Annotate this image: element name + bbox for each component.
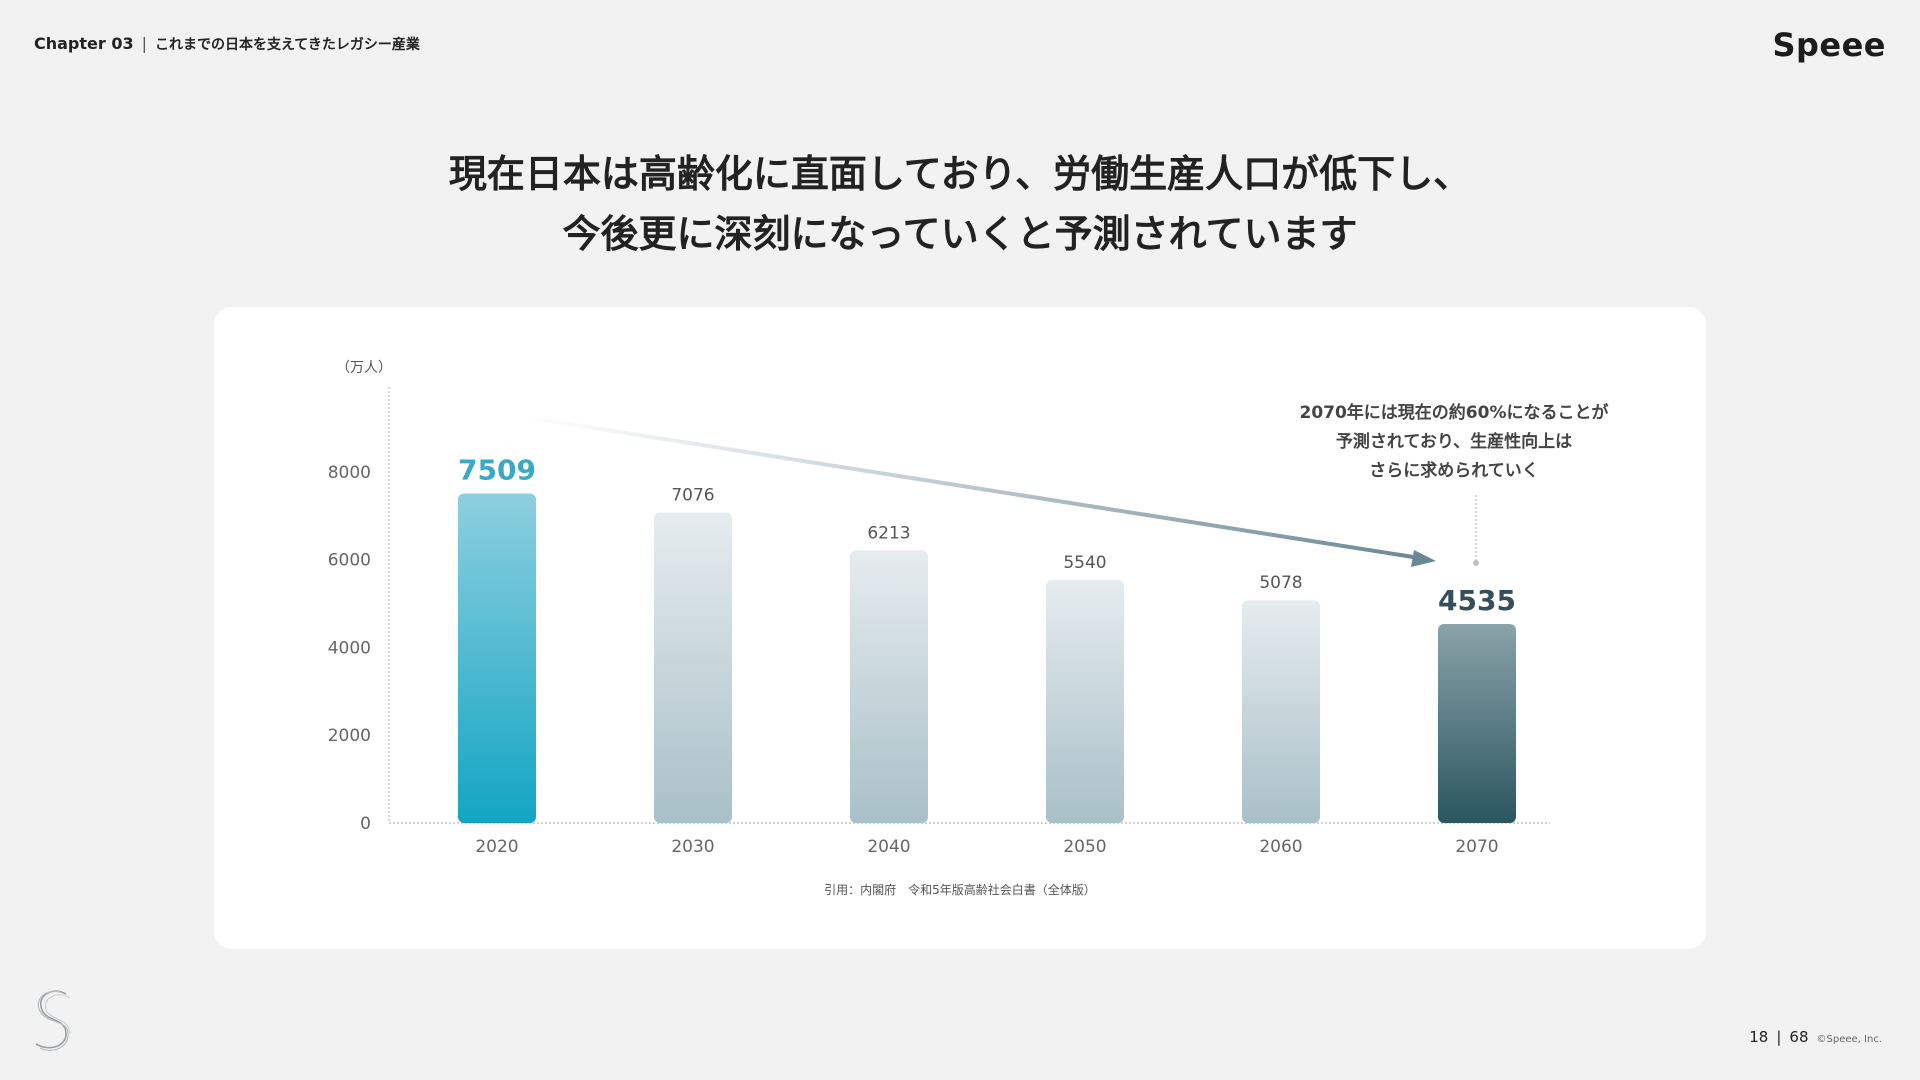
x-tick-label-2070: 2070	[1455, 837, 1498, 857]
x-tick-label-2040: 2040	[867, 837, 910, 857]
bar-2040	[850, 550, 928, 823]
x-tick-label-2030: 2030	[671, 837, 714, 857]
bar-2060	[1242, 600, 1320, 823]
speee-s-logo-icon	[35, 990, 71, 1051]
page-title-line-2: 今後更に深刻になっていくと予測されています	[562, 212, 1358, 256]
annotation-line-1: 2070年には現在の約60%になることが	[1299, 403, 1609, 423]
chapter-label: Chapter 03	[34, 34, 134, 53]
copyright: ©Speee, Inc.	[1816, 1034, 1882, 1045]
value-label-2030: 7076	[671, 486, 714, 506]
bar-2050	[1046, 579, 1124, 823]
annotation-leader-dot	[1473, 560, 1479, 566]
x-tick-label-2060: 2060	[1259, 837, 1302, 857]
bar-2070	[1438, 624, 1516, 823]
bar-2020	[458, 493, 536, 823]
arrow-shaft	[523, 415, 1427, 561]
value-label-2070: 4535	[1438, 584, 1516, 617]
source-citation: 引用：内閣府 令和5年版高齢社会白書（全体版）	[824, 883, 1096, 897]
x-tick-label-2020: 2020	[475, 837, 518, 857]
value-label-2020: 7509	[458, 454, 536, 487]
page-total: 68	[1789, 1028, 1809, 1046]
y-tick-label-0: 0	[360, 814, 371, 834]
chart-card: （万人） 0 2000 4000 6000 8000 7509 7076 6213 5540 5…	[214, 307, 1706, 949]
annotation-line-3: さらに求められていく	[1369, 461, 1539, 481]
page-title: 現在日本は高齢化に直面しており、労働生産人口が低下し、 今後更に深刻になっていく…	[0, 144, 1920, 264]
value-label-2060: 5078	[1259, 573, 1302, 593]
y-tick-label-2: 4000	[328, 638, 371, 658]
header-separator: |	[141, 34, 147, 53]
y-tick-label-3: 6000	[328, 551, 371, 571]
y-axis-ticks: 0 2000 4000 6000 8000	[328, 463, 371, 834]
value-label-2040: 6213	[867, 523, 910, 543]
page-number: 18	[1749, 1028, 1769, 1046]
bars	[458, 493, 1516, 823]
y-axis-unit-label: （万人）	[336, 360, 392, 376]
arrow-head	[1411, 550, 1436, 567]
brand-logo: Speee	[1772, 26, 1886, 64]
trend-annotation: 2070年には現在の約60%になることが 予測されており、生産性向上は さらに求…	[1274, 399, 1634, 486]
bar-chart: （万人） 0 2000 4000 6000 8000 7509 7076 6213 5540 5…	[328, 360, 1550, 857]
chapter-subtitle: これまでの日本を支えてきたレガシー産業	[155, 37, 420, 53]
page-separator: |	[1776, 1028, 1782, 1046]
chapter-header: Chapter 03 | これまでの日本を支えてきたレガシー産業	[34, 34, 420, 54]
y-tick-label-4: 8000	[328, 463, 371, 483]
x-tick-label-2050: 2050	[1063, 837, 1106, 857]
bar-2030	[654, 512, 732, 823]
annotation-line-2: 予測されており、生産性向上は	[1335, 432, 1573, 452]
page-title-line-1: 現在日本は高齢化に直面しており、労働生産人口が低下し、	[448, 152, 1472, 196]
y-tick-label-1: 2000	[328, 726, 371, 746]
page-footer: 18 | 68 ©Speee, Inc.	[1749, 1028, 1882, 1046]
x-axis-ticks: 2020 2030 2040 2050 2060 2070	[475, 837, 1498, 857]
value-label-2050: 5540	[1063, 553, 1106, 573]
value-labels: 7509 7076 6213 5540 5078 4535	[458, 454, 1516, 617]
